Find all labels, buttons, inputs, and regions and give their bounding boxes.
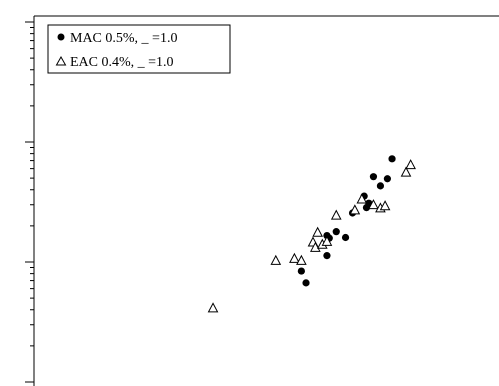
data-point-eac <box>309 241 321 252</box>
data-point-mac <box>383 175 391 183</box>
data-point-eac <box>405 159 416 170</box>
data-point-mac <box>323 252 331 260</box>
data-point-eac <box>368 199 379 210</box>
data-point-mac <box>297 267 305 275</box>
legend-label-eac: EAC 0.4%, _ =1.0 <box>70 55 174 70</box>
data-point-eac <box>296 254 307 265</box>
data-point-eac <box>330 209 342 220</box>
data-point-eac <box>312 226 323 237</box>
data-point-eac <box>379 200 391 211</box>
data-point-mac <box>369 173 378 181</box>
legend-marker-eac <box>55 55 67 66</box>
data-point-mac <box>323 231 331 240</box>
data-point-eac <box>207 302 219 313</box>
data-point-eac <box>356 193 368 204</box>
data-point-eac <box>400 166 412 177</box>
data-point-eac <box>349 204 361 215</box>
data-point-mac <box>332 228 340 236</box>
data-point-eac <box>270 254 282 265</box>
data-point-mac <box>376 182 385 190</box>
legend-box <box>47 24 231 74</box>
legend: MAC 0.5%, _ =1.0 EAC 0.4%, _ =1.0 <box>47 24 231 74</box>
axes <box>25 15 499 386</box>
data-point-mac <box>302 279 310 287</box>
data-point-eac <box>321 235 333 246</box>
data-point-eac <box>289 252 300 263</box>
legend-label-mac: MAC 0.5%, _ =1.0 <box>70 31 177 46</box>
legend-marker-mac <box>57 33 65 41</box>
data-point-mac <box>341 233 350 242</box>
data-points <box>207 155 416 313</box>
data-point-mac <box>388 155 396 163</box>
